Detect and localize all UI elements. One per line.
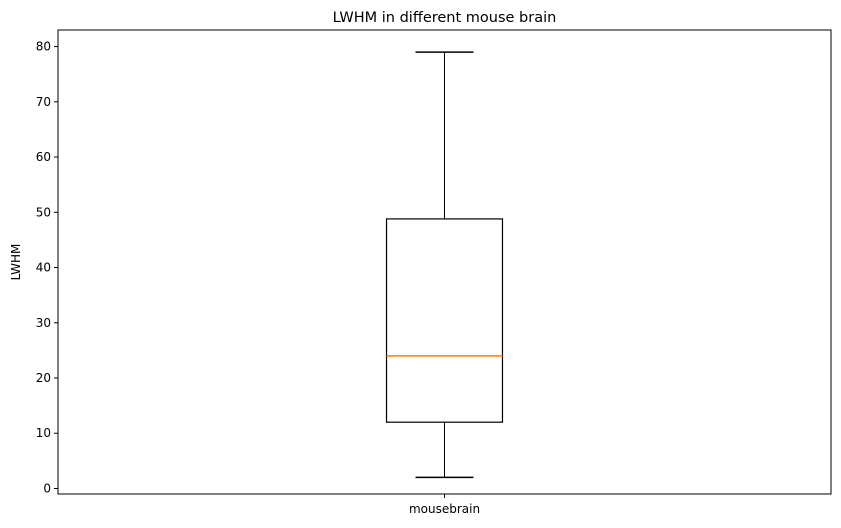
box-iqr (385, 218, 504, 423)
y-tick-label: 0 (43, 481, 51, 495)
chart-title: LWHM in different mouse brain (333, 10, 557, 26)
y-axis: 0 10 20 30 40 50 60 70 80 (36, 40, 58, 495)
y-tick-label: 50 (36, 205, 51, 219)
x-tick-label: mousebrain (409, 502, 480, 516)
y-axis-label: LWHM (9, 244, 23, 281)
y-tick-label: 80 (36, 40, 51, 54)
y-tick-label: 10 (36, 426, 51, 440)
y-tick-label: 40 (36, 261, 51, 275)
x-axis: mousebrain (409, 494, 480, 516)
y-tick-label: 60 (36, 150, 51, 164)
y-tick-label: 20 (36, 371, 51, 385)
y-tick-label: 30 (36, 316, 51, 330)
boxes (385, 51, 504, 479)
y-tick-label: 70 (36, 95, 51, 109)
